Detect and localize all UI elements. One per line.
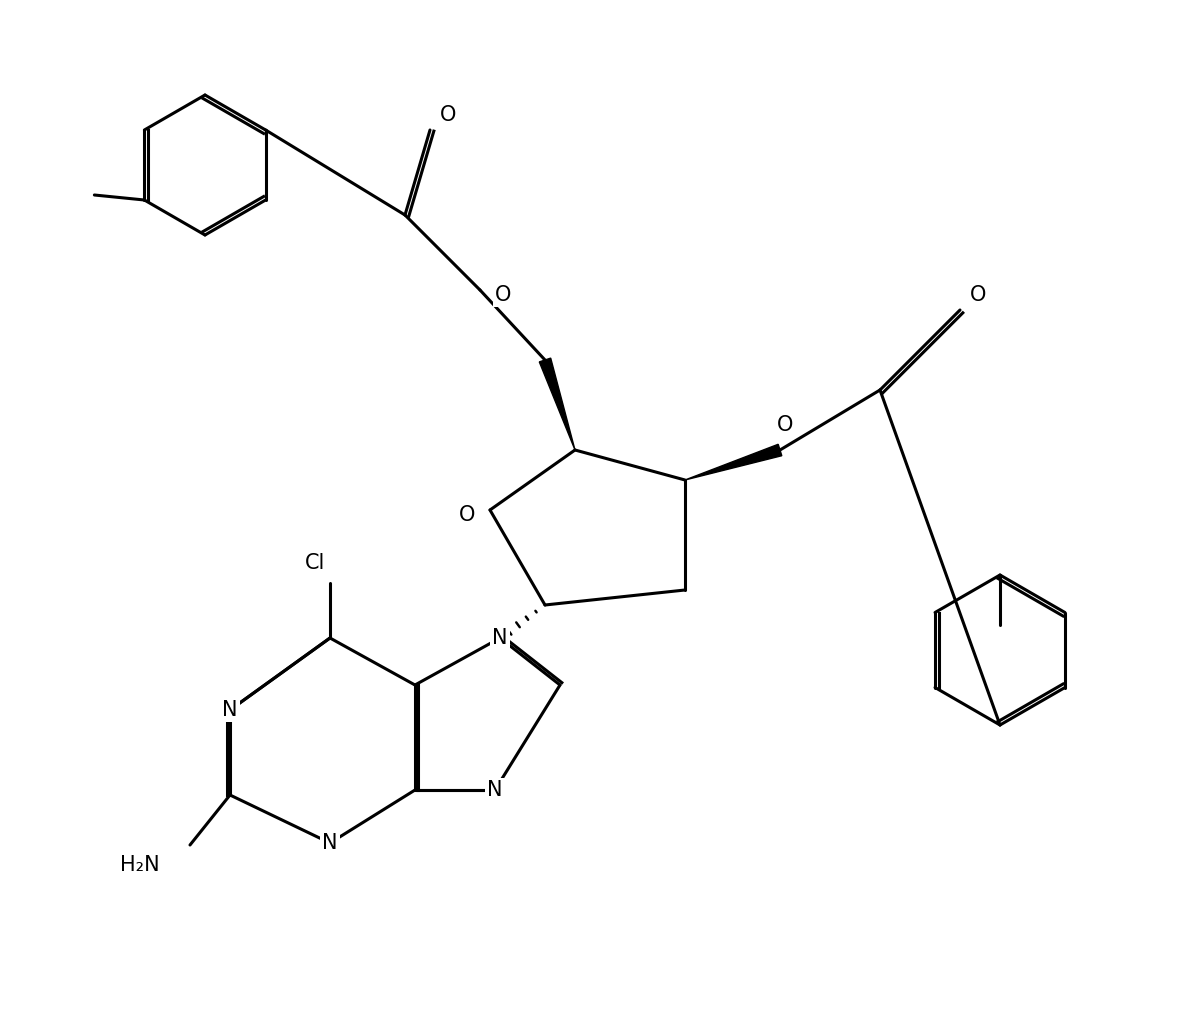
Text: O: O (495, 285, 512, 305)
Text: N: N (492, 628, 508, 648)
Polygon shape (686, 444, 781, 480)
Text: N: N (487, 780, 502, 800)
Text: Cl: Cl (305, 553, 325, 573)
Text: N: N (222, 700, 238, 720)
Text: O: O (970, 285, 986, 305)
Text: O: O (777, 415, 793, 435)
Text: O: O (440, 105, 456, 125)
Polygon shape (539, 358, 574, 450)
Text: H₂N: H₂N (121, 855, 160, 875)
Text: N: N (323, 833, 338, 853)
Text: O: O (459, 505, 475, 525)
